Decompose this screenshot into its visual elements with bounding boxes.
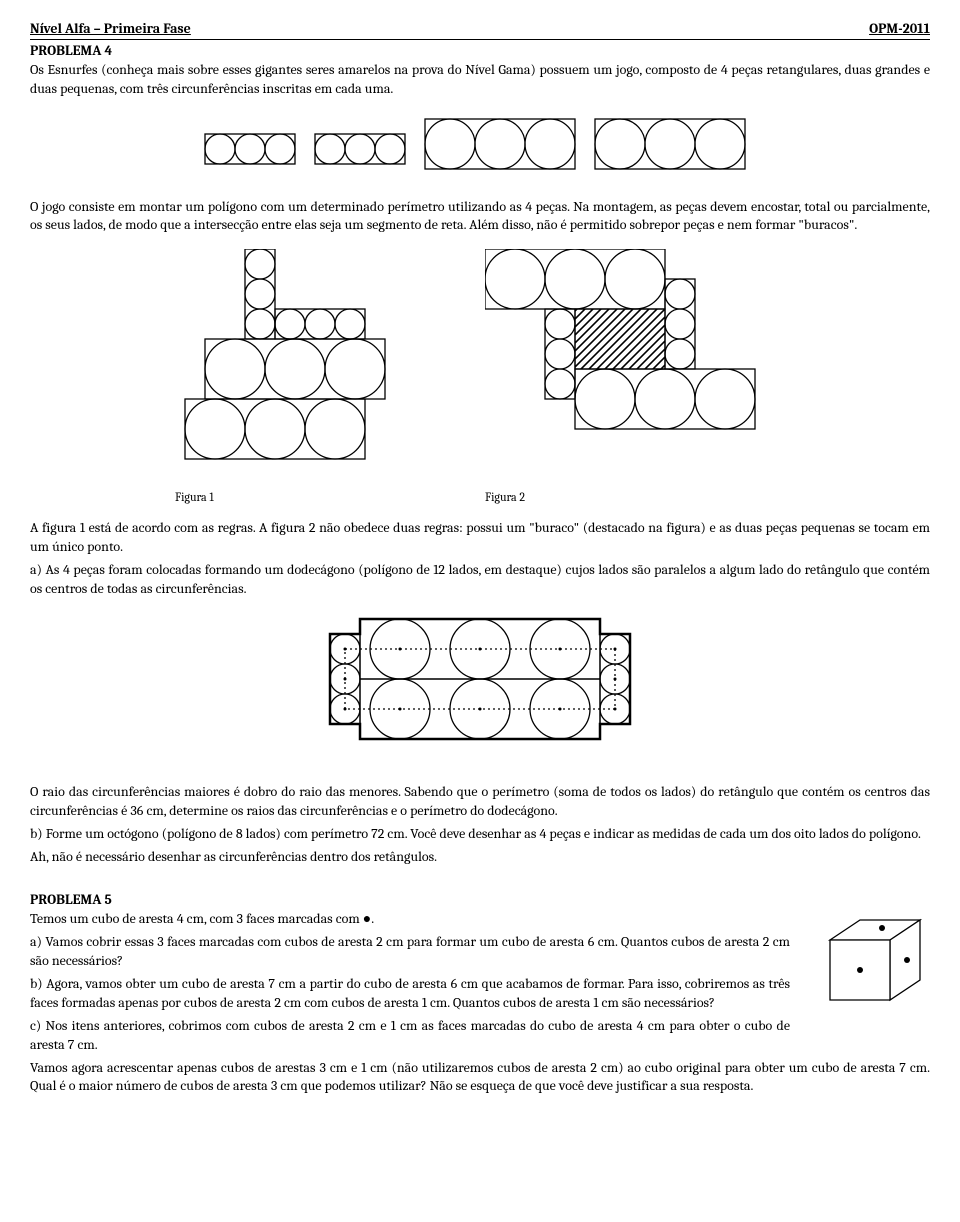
fig1-caption: Figura 1 <box>175 489 425 505</box>
p5-l5: Vamos agora acrescentar apenas cubos de … <box>30 1059 930 1097</box>
header-left: Nível Alfa – Primeira Fase <box>30 20 191 39</box>
p5-l1b: . <box>371 910 374 927</box>
p4-para3: A figura 1 está de acordo com as regras.… <box>30 519 930 557</box>
p5-l2: a) Vamos cobrir essas 3 faces marcadas c… <box>30 933 790 971</box>
dodecagon-figure <box>30 609 930 769</box>
header-right: OPM-2011 <box>869 20 930 39</box>
p4-para4: O raio das circunferências maiores é dob… <box>30 783 930 821</box>
problem5-wrap: Temos um cubo de aresta 4 cm, com 3 face… <box>30 910 930 1058</box>
p4-para-a: a) As 4 peças foram colocadas formando u… <box>30 561 930 599</box>
problem5-text: Temos um cubo de aresta 4 cm, com 3 face… <box>30 910 790 1058</box>
p4-para-b2: Ah, não é necessário desenhar as circunf… <box>30 848 930 867</box>
pieces-figure <box>30 109 930 184</box>
page-header: Nível Alfa – Primeira Fase OPM-2011 <box>30 20 930 40</box>
p5-l4: c) Nos itens anteriores, cobrimos com cu… <box>30 1017 790 1055</box>
cube-figure <box>810 910 930 1026</box>
p5-l1: Temos um cubo de aresta 4 cm, com 3 face… <box>30 910 790 929</box>
problem5-title: PROBLEMA 5 <box>30 891 930 910</box>
figure2-block: Figura 2 <box>485 249 785 505</box>
p4-para2: O jogo consiste em montar um polígono co… <box>30 198 930 236</box>
p5-l1a: Temos um cubo de aresta 4 cm, com 3 face… <box>30 910 363 927</box>
p4-intro: Os Esnurfes (conheça mais sobre esses gi… <box>30 61 930 99</box>
p5-l3: b) Agora, vamos obter um cubo de aresta … <box>30 975 790 1013</box>
dot-icon: ● <box>363 910 371 927</box>
figure1-block: Figura 1 <box>175 249 425 505</box>
problem4-title: PROBLEMA 4 <box>30 42 930 61</box>
p4-para-b: b) Forme um octógono (polígono de 8 lado… <box>30 825 930 844</box>
figures-1-2: Figura 1 <box>30 249 930 505</box>
fig2-caption: Figura 2 <box>485 489 785 505</box>
